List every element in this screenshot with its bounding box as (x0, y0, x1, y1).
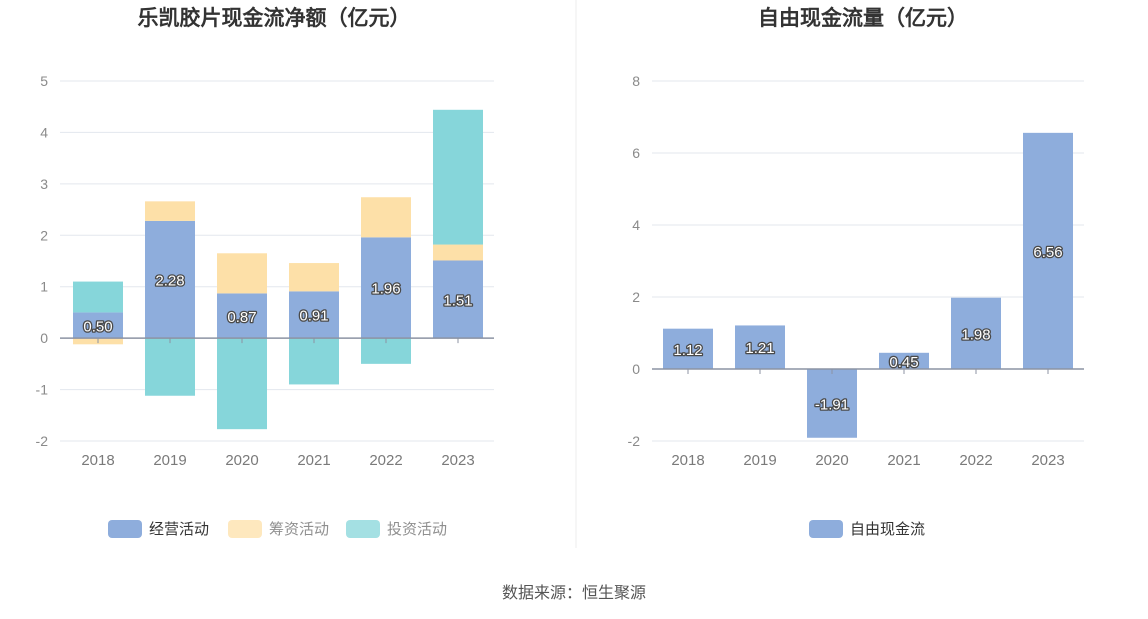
y-tick-label: 5 (40, 73, 48, 89)
x-tick-label: 2021 (297, 452, 330, 469)
y-tick-label: -1 (36, 382, 49, 398)
y-tick-label: 0 (632, 361, 640, 377)
y-tick-label: -2 (36, 433, 49, 449)
legend-swatch (346, 520, 380, 538)
bar-2022-s1 (361, 197, 411, 238)
bar-2019-s0 (145, 220, 195, 339)
bar-2022-s0 (951, 297, 1001, 369)
x-tick-label: 2023 (441, 452, 474, 469)
x-tick-label: 2023 (1031, 452, 1064, 469)
chart-title: 乐凯胶片现金流净额（亿元） (138, 6, 411, 30)
legend-item[interactable]: 自由现金流 (809, 520, 925, 538)
legend-item[interactable]: 筹资活动 (228, 520, 329, 538)
data-label: 1.12 (673, 342, 702, 359)
bar-2020-s0 (217, 293, 267, 339)
bar-2020-s2 (217, 338, 267, 430)
bar-2021-s0 (289, 291, 339, 339)
data-label: 1.98 (961, 326, 990, 343)
bar-2023-s0 (1023, 132, 1073, 369)
y-tick-label: 0 (40, 330, 48, 346)
bar-2023-s1 (433, 244, 483, 261)
x-tick-label: 2018 (671, 452, 704, 469)
bar-2018-s2 (73, 281, 123, 313)
source-note: 数据来源：恒生聚源 (502, 584, 646, 602)
y-tick-label: 2 (40, 227, 48, 243)
legend-swatch (228, 520, 262, 538)
data-label: 2.28 (155, 273, 184, 290)
bar-2021-s0 (879, 352, 929, 369)
chart-title: 自由现金流量（亿元） (758, 6, 968, 30)
x-tick-label: 2018 (81, 452, 114, 469)
legend-label: 经营活动 (149, 521, 209, 538)
legend-label: 自由现金流 (850, 521, 925, 538)
x-tick-label: 2019 (743, 452, 776, 469)
bar-2019-s0 (735, 325, 785, 369)
y-tick-label: 1 (40, 279, 48, 295)
bar-2020-s0 (807, 369, 857, 438)
legend-label: 筹资活动 (269, 521, 329, 538)
bar-2021-s2 (289, 338, 339, 385)
y-tick-label: 3 (40, 176, 48, 192)
y-tick-label: 4 (632, 217, 640, 233)
bar-2018-s0 (663, 328, 713, 369)
x-tick-label: 2020 (225, 452, 258, 469)
bar-2019-s1 (145, 201, 195, 221)
legend-item[interactable]: 经营活动 (108, 520, 209, 538)
data-label: -1.91 (815, 396, 849, 413)
y-tick-label: 8 (632, 73, 640, 89)
bar-2020-s1 (217, 253, 267, 294)
x-tick-label: 2021 (887, 452, 920, 469)
legend-swatch (108, 520, 142, 538)
legend-item[interactable]: 投资活动 (346, 520, 447, 538)
bar-2021-s1 (289, 263, 339, 292)
cashflow-net-chart: 乐凯胶片现金流净额（亿元） -2 -1 0 1 2 3 4 5 2018 2019 2020 2021… (36, 6, 494, 538)
x-tick-label: 2022 (959, 452, 992, 469)
bar-2023-s0 (433, 260, 483, 339)
data-label: 1.51 (443, 292, 472, 309)
data-label: 1.21 (745, 340, 774, 357)
legend-label: 投资活动 (387, 521, 447, 538)
data-label: 1.96 (371, 281, 400, 298)
data-label: 0.45 (889, 354, 918, 371)
data-label: 6.56 (1033, 244, 1062, 261)
y-tick-label: 4 (40, 124, 48, 140)
y-tick-label: 6 (632, 145, 640, 161)
y-tick-label: -2 (628, 433, 641, 449)
bar-2019-s2 (145, 338, 195, 396)
free-cashflow-chart: 自由现金流量（亿元） -2 0 2 4 6 8 2018 2019 2020 2021 2022 20… (628, 6, 1084, 538)
bar-2018-s0 (73, 312, 123, 339)
bar-2023-s2 (433, 109, 483, 245)
x-tick-label: 2019 (153, 452, 186, 469)
x-tick-label: 2022 (369, 452, 402, 469)
y-tick-label: 2 (632, 289, 640, 305)
data-label: 0.91 (299, 308, 328, 325)
data-label: 0.87 (227, 309, 256, 326)
x-tick-label: 2020 (815, 452, 848, 469)
bar-2022-s0 (361, 237, 411, 339)
legend-swatch (809, 520, 843, 538)
data-label: 0.50 (83, 318, 112, 335)
